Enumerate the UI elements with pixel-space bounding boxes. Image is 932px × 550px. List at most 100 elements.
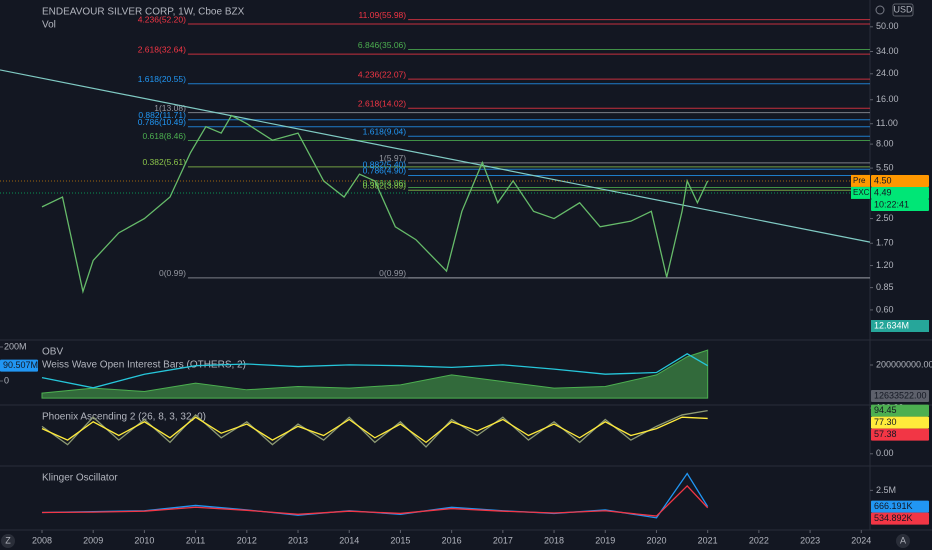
fib-label: 1(5.97) bbox=[379, 153, 406, 163]
pane-title: Klinger Oscillator bbox=[42, 473, 118, 484]
x-tick-label: 2021 bbox=[698, 535, 718, 545]
line-series bbox=[41, 416, 708, 444]
y-tick-label: 11.00 bbox=[876, 118, 898, 128]
badge bbox=[871, 428, 929, 441]
y2-tick-label: 200000000.00 bbox=[876, 359, 932, 369]
x-tick-label: 2013 bbox=[288, 535, 308, 545]
y-tick-label: 50.00 bbox=[876, 21, 899, 31]
fib-label: 11.09(55.98) bbox=[359, 10, 407, 20]
line-series bbox=[41, 114, 709, 294]
pane-subtitle: Weiss Wave Open Interest Bars (OTHERS, 2… bbox=[42, 360, 246, 371]
y-tick-label: 2.5M bbox=[876, 485, 896, 495]
fib-label: 0(0.99) bbox=[159, 268, 186, 278]
badge-tag-label: EXC bbox=[853, 188, 870, 197]
fib-label: 1.618(20.55) bbox=[138, 74, 186, 84]
y-tick-label: 0 bbox=[4, 375, 9, 385]
y-tick-label: 0.00 bbox=[876, 448, 894, 458]
y-tick-label: 1.20 bbox=[876, 260, 894, 270]
currency[interactable]: USD bbox=[893, 4, 913, 14]
fib-label: 0.882(11.71) bbox=[138, 110, 186, 120]
button-bg[interactable] bbox=[896, 534, 910, 548]
y-tick-label: 0.60 bbox=[876, 304, 894, 314]
y-tick-label: 2.50 bbox=[876, 213, 894, 223]
x-tick-label: 2022 bbox=[749, 535, 769, 545]
x-tick-label: 2009 bbox=[83, 535, 103, 545]
y-tick-label: 200M bbox=[4, 341, 27, 351]
currency-box[interactable] bbox=[892, 3, 914, 17]
y-tick-label: 24.00 bbox=[876, 68, 899, 78]
x-tick-label: 2015 bbox=[390, 535, 410, 545]
y-tick-label: 1.70 bbox=[876, 238, 894, 248]
y-tick-label: 5.50 bbox=[876, 162, 894, 172]
volume-badge-label: 12.634M bbox=[874, 320, 909, 330]
pane-title: OBV bbox=[42, 347, 63, 358]
fib-label: 0.786(10.49) bbox=[138, 117, 186, 127]
y-tick-label: 0.85 bbox=[876, 282, 894, 292]
y-tick-label: 34.00 bbox=[876, 46, 899, 56]
badge bbox=[871, 389, 929, 402]
badge-label: 4.50 bbox=[874, 175, 892, 185]
button-bg[interactable] bbox=[1, 534, 15, 548]
fib-label: 0.786(4.90) bbox=[363, 166, 407, 176]
x-tick-label: 2012 bbox=[237, 535, 257, 545]
settings-icon[interactable] bbox=[875, 5, 885, 15]
pane-borders bbox=[0, 0, 932, 531]
y-tick-label: 16.00 bbox=[876, 94, 899, 104]
y-tick-label: 8.00 bbox=[876, 138, 894, 148]
badge-label: 666.191K bbox=[874, 501, 913, 511]
x-tick-label: 2023 bbox=[800, 535, 820, 545]
fib-label: 0(0.99) bbox=[379, 268, 406, 278]
badge-tag bbox=[851, 174, 870, 187]
fib-label: 0.618(4.06) bbox=[363, 178, 407, 188]
badge-label: 57.38 bbox=[874, 429, 897, 439]
line-series bbox=[41, 353, 709, 389]
badge bbox=[871, 186, 929, 199]
badge-label: 10:22:41 bbox=[874, 199, 909, 209]
badge-tag bbox=[851, 186, 870, 199]
badge-label: 90.507M bbox=[3, 360, 38, 370]
badge-label: 77.30 bbox=[874, 417, 897, 427]
badge bbox=[871, 416, 929, 429]
volume-badge bbox=[871, 320, 929, 332]
x-tick-label: 2011 bbox=[186, 535, 205, 545]
fib-label: 6.846(35.06) bbox=[358, 40, 406, 50]
x-tick-label: 2016 bbox=[442, 535, 462, 545]
fib-label: 0.882(5.40) bbox=[363, 160, 407, 170]
pane-subtitle: Vol bbox=[42, 20, 56, 31]
x-tick-label: 2017 bbox=[493, 535, 513, 545]
button-z[interactable]: Z bbox=[5, 535, 11, 545]
x-tick-label: 2024 bbox=[851, 535, 871, 545]
fib-label: 0.618(8.46) bbox=[142, 131, 186, 141]
x-tick-label: 2014 bbox=[339, 535, 359, 545]
button-a[interactable]: A bbox=[900, 535, 906, 545]
badge-label: 534.892K bbox=[874, 513, 913, 523]
line-series bbox=[41, 485, 709, 517]
x-tick-label: 2010 bbox=[134, 535, 154, 545]
badge bbox=[871, 174, 929, 187]
fib-label: 0.382(5.61) bbox=[142, 157, 186, 167]
badge bbox=[871, 198, 929, 211]
fib-label: 1.618(9.04) bbox=[363, 127, 407, 137]
badge-tag-label: Pre bbox=[853, 176, 866, 185]
badge bbox=[871, 404, 929, 417]
fib-label: 1(13.08) bbox=[154, 103, 186, 113]
pane-title: Phoenix Ascending 2 (26, 8, 3, 32, 0) bbox=[42, 412, 206, 423]
fib-label: 2.618(32.64) bbox=[138, 44, 186, 54]
x-tick-label: 2020 bbox=[646, 535, 666, 545]
x-tick-label: 2008 bbox=[32, 535, 52, 545]
trendline bbox=[0, 69, 871, 243]
badge-label: 4.49 bbox=[874, 187, 892, 197]
x-tick-label: 2018 bbox=[544, 535, 564, 545]
line-series bbox=[41, 472, 709, 519]
x-tick-label: 2019 bbox=[595, 535, 615, 545]
fib-label: 2.618(14.02) bbox=[358, 98, 406, 108]
badge bbox=[0, 359, 38, 372]
fib-label: 4.236(22.07) bbox=[358, 69, 406, 79]
badge-label: 12633522.00 bbox=[874, 390, 927, 400]
badge bbox=[871, 512, 929, 525]
badge bbox=[871, 500, 929, 513]
badge-label: 94.45 bbox=[874, 405, 897, 415]
